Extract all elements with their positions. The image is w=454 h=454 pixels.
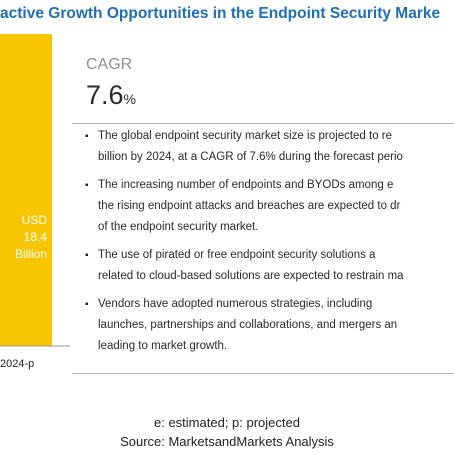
footnote: e: estimated; p: projected: [154, 415, 300, 430]
divider: [72, 123, 454, 124]
bullet-item: The global endpoint security market size…: [85, 126, 454, 168]
cagr-percent: %: [123, 91, 136, 107]
bar-value-unit: USD: [21, 213, 47, 227]
bullet-item: The use of pirated or free endpoint secu…: [85, 245, 454, 287]
cagr-number: 7.6: [86, 80, 124, 110]
bar-value-scale: Billion: [14, 247, 47, 261]
chart-title: ractive Growth Opportunities in the Endp…: [0, 5, 441, 22]
bullet-item: The increasing number of endpoints and B…: [85, 175, 454, 238]
source-note: Source: MarketsandMarkets Analysis: [120, 434, 334, 449]
bullet-item: Vendors have adopted numerous strategies…: [85, 294, 454, 357]
cagr-value: 7.6%: [86, 80, 136, 111]
divider-bottom: [72, 373, 454, 374]
bar-value-label: 18.4: [23, 230, 47, 244]
cagr-label: CAGR: [86, 56, 133, 73]
bullet-list: The global endpoint security market size…: [85, 126, 454, 366]
x-tick-label: 2024-p: [0, 358, 35, 370]
bar-2024-p: [0, 34, 52, 346]
